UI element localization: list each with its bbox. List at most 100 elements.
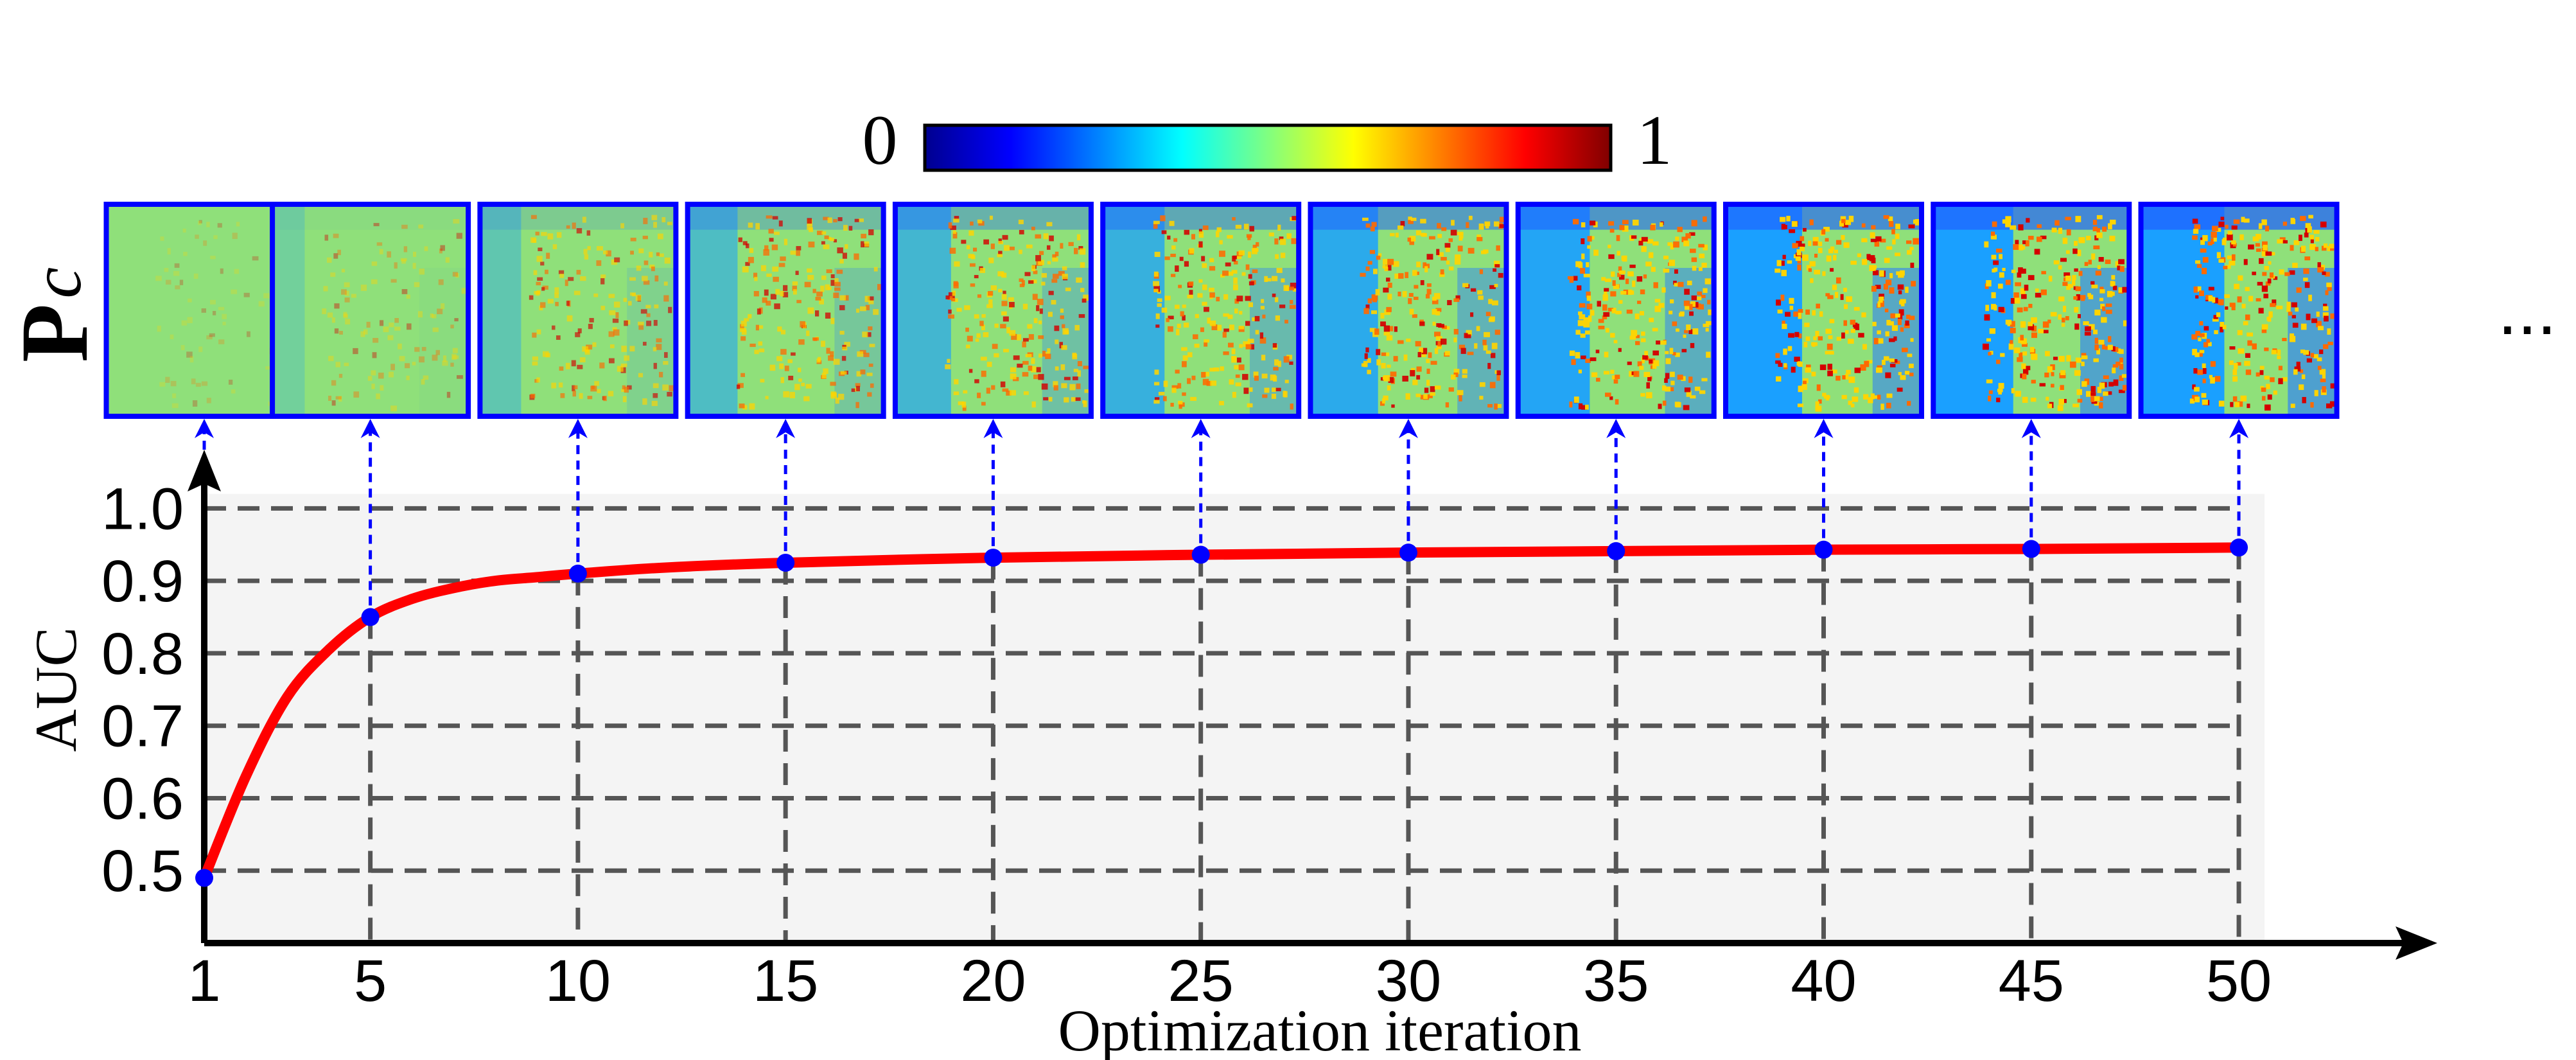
map-speckle	[1157, 298, 1162, 303]
map-speckle	[843, 225, 848, 231]
map-speckle	[328, 355, 334, 362]
map-speckle	[609, 310, 616, 315]
map-speckle	[1426, 358, 1430, 364]
map-speckle	[1879, 294, 1884, 299]
map-speckle	[760, 378, 765, 383]
map-speckle	[2225, 306, 2229, 310]
map-speckle	[2072, 248, 2078, 254]
map-speckle	[974, 275, 979, 279]
map-speckle	[551, 382, 557, 389]
map-speckle	[1479, 269, 1484, 274]
map-speckle	[1247, 403, 1253, 408]
map-speckle	[796, 250, 801, 256]
map-speckle	[1292, 216, 1298, 220]
map-speckle	[600, 278, 605, 285]
map-speckle	[1387, 258, 1394, 265]
map-speckle	[2221, 239, 2227, 245]
map-speckle	[2099, 396, 2103, 402]
map-speckle	[1907, 401, 1911, 406]
map-speckle	[1445, 402, 1450, 408]
map-speckle	[1806, 364, 1811, 370]
map-speckle	[1249, 302, 1253, 308]
map-speckle	[1025, 354, 1032, 358]
map-speckle	[1485, 350, 1491, 354]
map-speckle	[236, 222, 240, 227]
map-speckle	[195, 234, 199, 239]
map-speckle	[1281, 278, 1285, 283]
map-speckle	[1216, 297, 1220, 302]
map-speckle	[1041, 273, 1047, 278]
x-tick-label: 1	[188, 948, 220, 1014]
map-speckle	[1888, 321, 1894, 326]
map-speckle	[873, 267, 878, 272]
map-speckle	[1909, 373, 1914, 376]
map-speckle	[1175, 265, 1179, 272]
map-speckle	[1439, 272, 1445, 278]
map-speckle	[452, 355, 459, 359]
map-speckle	[763, 249, 769, 256]
map-speckle	[835, 397, 839, 404]
map-speckle	[2232, 243, 2237, 247]
map-speckle	[1885, 331, 1889, 337]
map-speckle	[2010, 225, 2017, 230]
map-speckle	[1158, 391, 1165, 396]
map-speckle	[812, 337, 819, 341]
map-speckle	[1982, 343, 1989, 350]
map-speckle	[1886, 393, 1893, 398]
map-speckle	[953, 391, 959, 396]
map-speckle	[986, 362, 992, 367]
map-speckle	[1179, 256, 1184, 261]
map-speckle	[1183, 322, 1189, 328]
map-speckle	[2240, 395, 2247, 402]
map-speckle	[596, 260, 602, 266]
map-speckle	[1408, 293, 1414, 297]
map-speckle	[1992, 221, 1997, 227]
map-speckle	[809, 227, 814, 233]
map-speckle	[234, 269, 240, 274]
map-speckle	[817, 231, 823, 235]
map-speckle	[827, 287, 832, 290]
map-speckle	[455, 272, 459, 278]
map-speckle	[997, 253, 1003, 258]
map-speckle	[1238, 364, 1245, 371]
map-speckle	[1649, 359, 1653, 364]
auc-marker-point	[195, 869, 213, 887]
x-tick-label: 25	[1168, 948, 1234, 1014]
map-speckle	[1408, 216, 1412, 220]
map-speckle	[1462, 283, 1469, 288]
map-speckle	[1665, 386, 1671, 392]
map-speckle	[592, 342, 597, 348]
map-speckle	[600, 305, 606, 310]
map-speckle	[645, 305, 651, 308]
map-speckle	[663, 360, 669, 365]
map-speckle	[2050, 364, 2055, 371]
map-speckle	[866, 332, 872, 337]
map-speckle	[1900, 327, 1904, 332]
map-speckle	[1699, 253, 1705, 258]
map-speckle	[2256, 298, 2261, 302]
map-speckle	[988, 258, 994, 263]
map-speckle	[629, 277, 636, 281]
map-speckle	[2329, 243, 2335, 249]
map-speckle	[1697, 291, 1703, 296]
map-speckle	[1072, 352, 1077, 358]
map-speckle	[1223, 313, 1229, 317]
map-speckle	[2005, 319, 2012, 325]
map-speckle	[1895, 252, 1901, 256]
map-speckle	[552, 325, 556, 330]
map-speckle	[2023, 306, 2028, 312]
auc-marker-point	[2230, 538, 2248, 557]
auc-plot: 1 5 10 15 20 25 30 35 40 45 50 0.50.60.70.80.91.0 …	[23, 419, 2437, 1060]
map-speckle	[1231, 270, 1238, 274]
map-speckle	[1883, 215, 1889, 219]
map-speckle	[2324, 272, 2330, 277]
map-speckle	[1367, 298, 1372, 304]
map-speckle	[1083, 294, 1089, 301]
map-speckle	[856, 385, 860, 392]
map-speckle	[539, 305, 543, 311]
map-speckle	[1861, 223, 1866, 228]
map-speckle	[1810, 278, 1814, 283]
map-speckle	[1255, 330, 1259, 335]
map-background	[106, 204, 302, 416]
map-speckle	[2097, 265, 2101, 270]
